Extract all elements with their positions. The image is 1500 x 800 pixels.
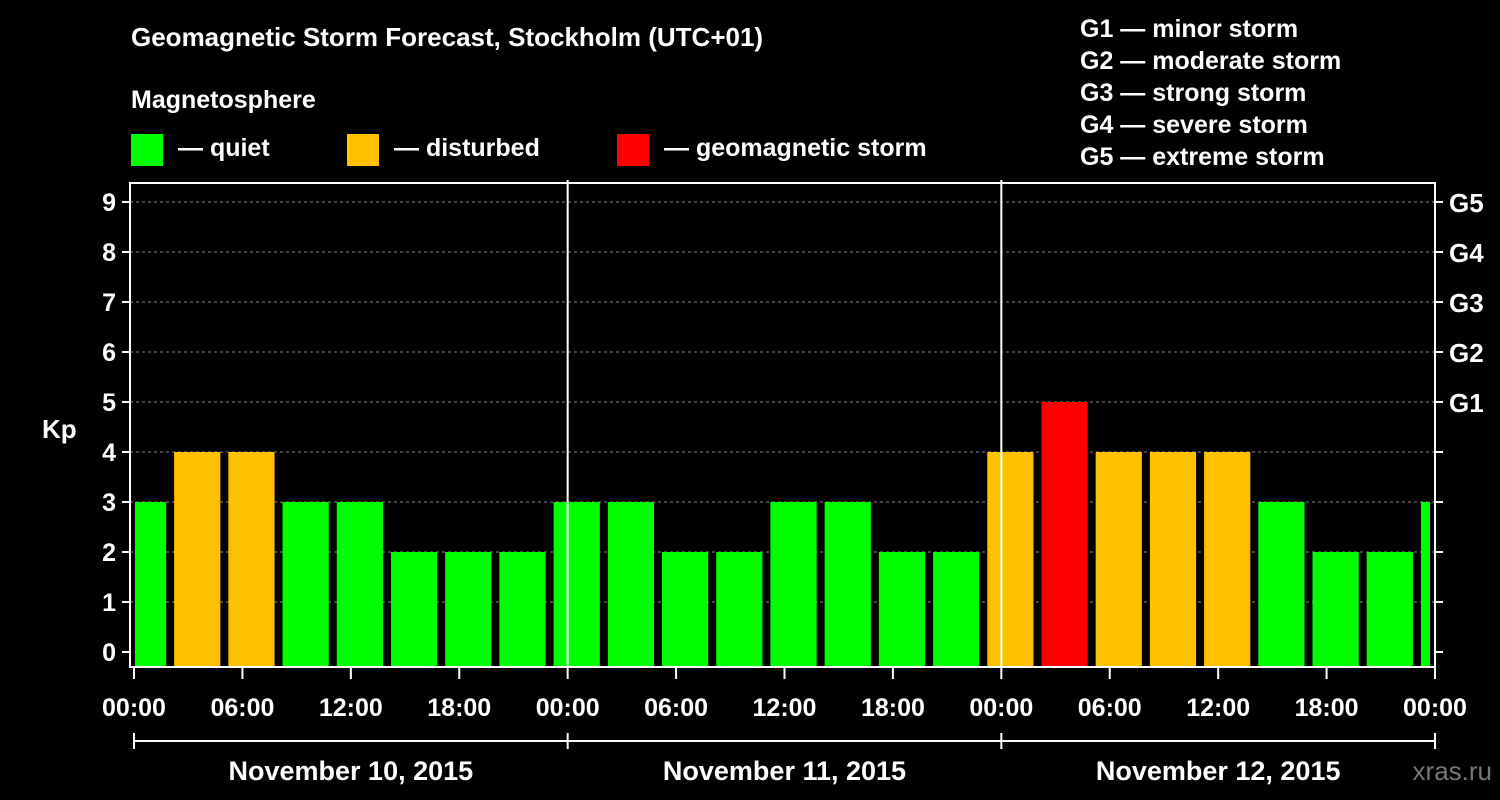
x-tick-label: 18:00: [1295, 694, 1359, 722]
y-tick-label: 7: [102, 289, 116, 317]
kp-bar: [1041, 402, 1088, 667]
kp-bar: [1420, 502, 1430, 667]
legend-swatch-storm: [617, 134, 649, 166]
y-axis-label: Kp: [42, 414, 77, 444]
x-tick-label: 06:00: [210, 694, 274, 722]
y-tick-label: 3: [102, 489, 116, 517]
x-tick-label: 12:00: [319, 694, 383, 722]
x-tick-label: 18:00: [861, 694, 925, 722]
x-tick-label: 12:00: [1186, 694, 1250, 722]
kp-bar: [1312, 552, 1359, 667]
y-tick-label: 2: [102, 539, 116, 567]
day-label: November 10, 2015: [229, 756, 474, 786]
day-label: November 11, 2015: [663, 756, 906, 786]
kp-bar: [336, 502, 383, 667]
kp-bar: [770, 502, 817, 667]
kp-bar: [1258, 502, 1305, 667]
y-tick-label: 8: [102, 239, 116, 267]
page-title: Geomagnetic Storm Forecast, Stockholm (U…: [131, 22, 764, 52]
plot-frame: [129, 182, 1436, 668]
kp-bar: [1149, 452, 1197, 667]
y-tick-label: 6: [102, 339, 116, 367]
legend-label-storm: — geomagnetic storm: [664, 134, 927, 162]
g-scale-g2: G2 — moderate storm: [1080, 47, 1342, 75]
kp-bar: [553, 502, 600, 667]
kp-bar: [282, 502, 329, 667]
kp-bar: [445, 552, 492, 667]
g-level-label: G2: [1449, 338, 1484, 368]
x-tick-label: 00:00: [969, 694, 1033, 722]
kp-bar: [1204, 452, 1251, 667]
g-scale-g5: G5 — extreme storm: [1080, 143, 1325, 171]
y-tick-label: 9: [102, 189, 116, 217]
y-tick-label: 0: [102, 639, 116, 667]
y-tick-label: 5: [102, 389, 116, 417]
g-level-label: G1: [1449, 388, 1484, 418]
day-label: November 12, 2015: [1096, 756, 1341, 786]
kp-bar: [390, 552, 438, 667]
kp-bar: [987, 452, 1034, 667]
legend-swatch-quiet: [131, 134, 163, 166]
kp-bar: [607, 502, 655, 667]
kp-bar: [228, 452, 275, 667]
kp-bar: [878, 552, 926, 667]
g-level-label: G4: [1449, 238, 1484, 268]
kp-bar: [933, 552, 980, 667]
legend-title: Magnetosphere: [131, 86, 316, 114]
kp-bar: [716, 552, 763, 667]
x-tick-label: 00:00: [1403, 694, 1467, 722]
y-tick-label: 1: [102, 589, 116, 617]
x-tick-label: 00:00: [536, 694, 600, 722]
y-tick-label: 4: [102, 439, 116, 467]
x-tick-label: 06:00: [1078, 694, 1142, 722]
x-tick-label: 00:00: [102, 694, 166, 722]
g-level-label: G3: [1449, 288, 1484, 318]
g-level-label: G5: [1449, 188, 1484, 218]
x-tick-label: 12:00: [753, 694, 817, 722]
g-scale-g4: G4 — severe storm: [1080, 111, 1308, 139]
legend-label-disturbed: — disturbed: [394, 134, 540, 162]
kp-bar: [135, 502, 167, 667]
g-scale-g1: G1 — minor storm: [1080, 15, 1299, 43]
watermark: xras.ru: [1412, 756, 1492, 786]
legend-swatch-disturbed: [347, 134, 379, 166]
g-scale-g3: G3 — strong storm: [1080, 79, 1307, 107]
kp-bar: [174, 452, 221, 667]
kp-bar: [824, 502, 871, 667]
kp-bar: [662, 552, 709, 667]
legend-label-quiet: — quiet: [178, 134, 270, 162]
x-tick-label: 06:00: [644, 694, 708, 722]
kp-bar: [1095, 452, 1142, 667]
kp-bar: [499, 552, 546, 667]
x-tick-label: 18:00: [427, 694, 491, 722]
kp-bar: [1366, 552, 1413, 667]
